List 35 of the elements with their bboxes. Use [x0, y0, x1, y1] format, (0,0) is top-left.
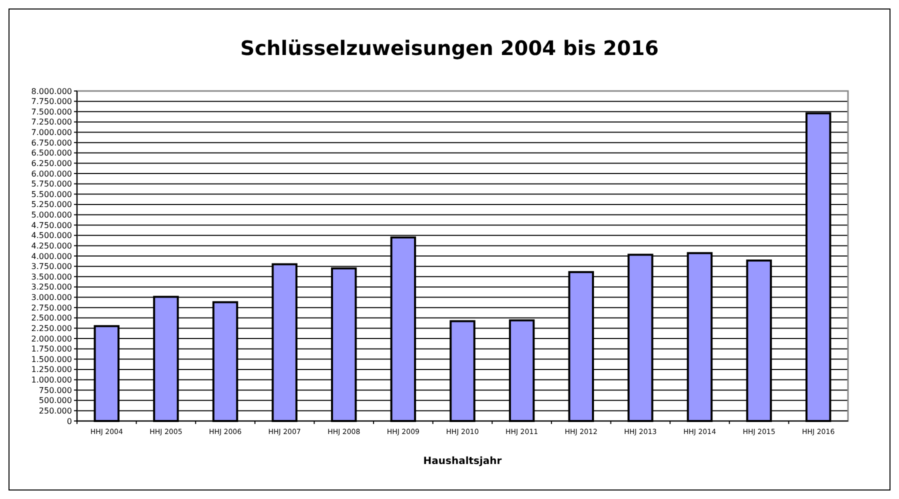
y-tick-label: 1.000.000	[31, 376, 72, 385]
y-tick-label: 1.750.000	[31, 344, 72, 354]
x-axis-title: Haushaltsjahr	[423, 456, 502, 467]
y-tick-label: 5.500.000	[31, 190, 72, 199]
y-tick-label: 7.750.000	[31, 97, 72, 106]
y-tick-label: 4.000.000	[31, 252, 72, 261]
y-tick-label: 7.000.000	[31, 128, 72, 138]
y-tick-label: 2.000.000	[31, 334, 72, 344]
y-tick-label: 5.000.000	[31, 210, 72, 220]
y-tick-label: 750.000	[38, 386, 72, 395]
y-tick-label: 2.500.000	[31, 314, 72, 323]
y-tick-label: 6.000.000	[31, 169, 72, 178]
y-tick-label: 3.500.000	[31, 272, 72, 282]
y-tick-label: 4.500.000	[31, 231, 72, 240]
y-tick-label: 250.000	[38, 406, 72, 416]
y-tick-label: 2.750.000	[31, 303, 72, 312]
y-tick-label: 1.500.000	[31, 354, 72, 364]
y-tick-label: 0	[66, 416, 72, 426]
y-tick-label: 7.250.000	[31, 118, 72, 127]
chart-title: Schlüsselzuweisungen 2004 bis 2016	[240, 36, 659, 60]
y-tick-label: 3.000.000	[31, 293, 72, 302]
y-tick-label: 6.250.000	[31, 158, 72, 168]
y-tick-label: 5.750.000	[31, 180, 72, 189]
y-tick-label: 3.750.000	[31, 262, 72, 272]
y-tick-label: 2.250.000	[31, 324, 72, 333]
y-tick-label: 4.750.000	[31, 220, 72, 230]
y-tick-label: 1.250.000	[31, 365, 72, 374]
y-tick-label: 5.250.000	[31, 200, 72, 210]
y-tick-label: 3.250.000	[31, 282, 72, 292]
y-tick-label: 500.000	[38, 396, 72, 406]
y-tick-label: 6.750.000	[31, 138, 72, 148]
y-tick-label: 7.500.000	[31, 107, 72, 116]
y-tick-label: 8.000.000	[31, 86, 72, 96]
y-tick-label: 6.500.000	[31, 148, 72, 158]
y-tick-label: 4.250.000	[31, 241, 72, 250]
